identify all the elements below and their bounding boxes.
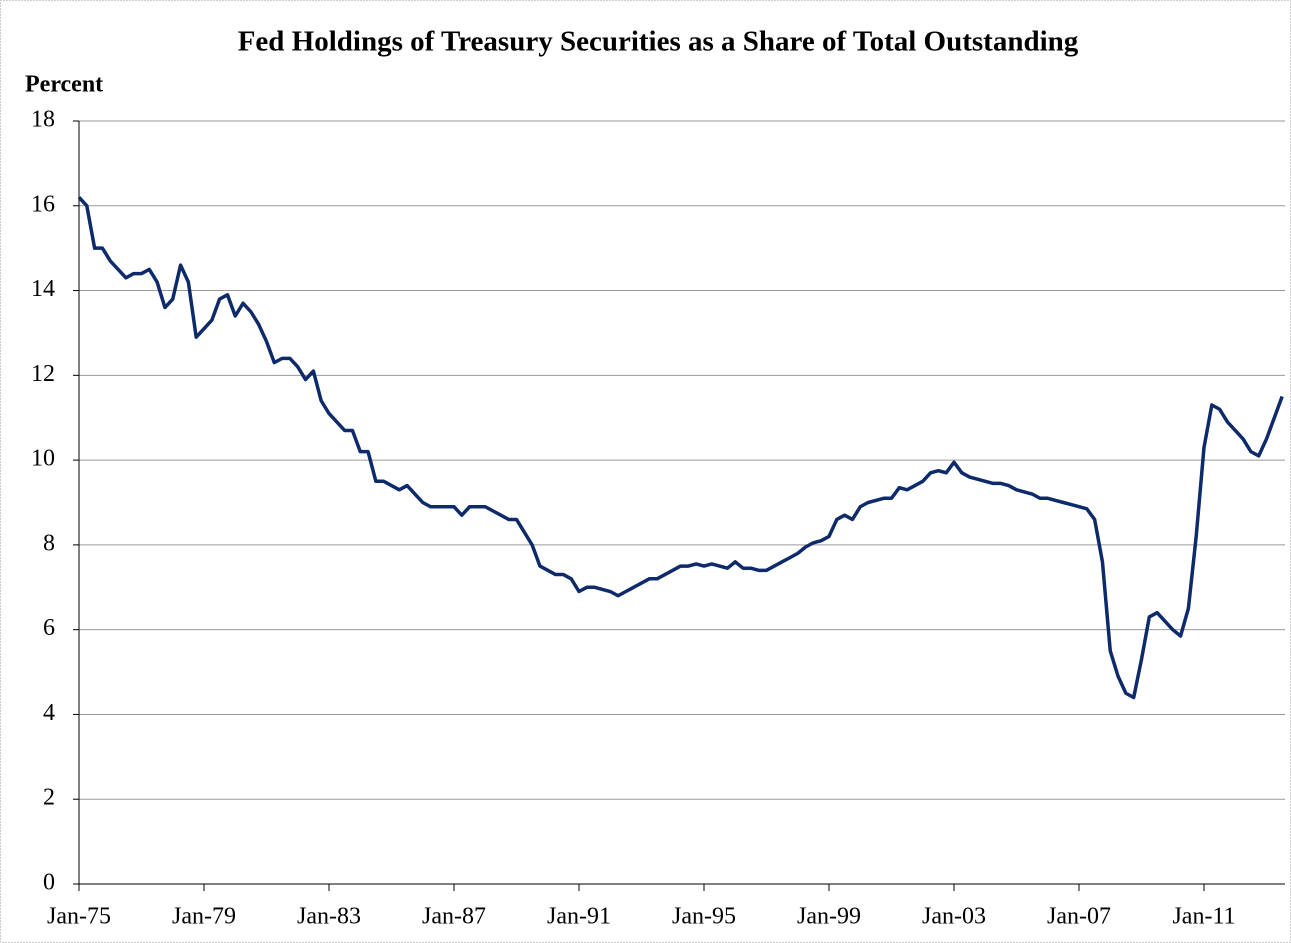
x-tick-label: Jan-83 bbox=[297, 904, 361, 930]
x-tick-label: Jan-75 bbox=[47, 904, 111, 930]
chart-title: Fed Holdings of Treasury Securities as a… bbox=[238, 26, 1079, 58]
y-tick-label: 14 bbox=[31, 276, 55, 302]
y-tick-label: 16 bbox=[31, 191, 55, 217]
y-tick-label: 18 bbox=[31, 107, 55, 133]
y-axis-label: Percent bbox=[25, 72, 103, 98]
y-tick-label: 4 bbox=[43, 700, 55, 726]
y-tick-label: 8 bbox=[43, 530, 55, 556]
x-tick-label: Jan-07 bbox=[1047, 904, 1111, 930]
y-tick-label: 0 bbox=[43, 870, 55, 896]
x-tick-label: Jan-87 bbox=[422, 904, 486, 930]
y-tick-label: 2 bbox=[43, 785, 55, 811]
y-tick-label: 12 bbox=[31, 361, 55, 387]
x-tick-label: Jan-95 bbox=[672, 904, 736, 930]
y-tick-label: 6 bbox=[43, 615, 55, 641]
x-tick-label: Jan-03 bbox=[922, 904, 986, 930]
data-line bbox=[77, 196, 1284, 700]
x-tick-label: Jan-11 bbox=[1172, 904, 1235, 930]
x-tick-label: Jan-79 bbox=[172, 904, 236, 930]
x-tick-label: Jan-99 bbox=[797, 904, 861, 930]
x-tick-label: Jan-91 bbox=[547, 904, 611, 930]
y-tick-label: 10 bbox=[31, 446, 55, 472]
